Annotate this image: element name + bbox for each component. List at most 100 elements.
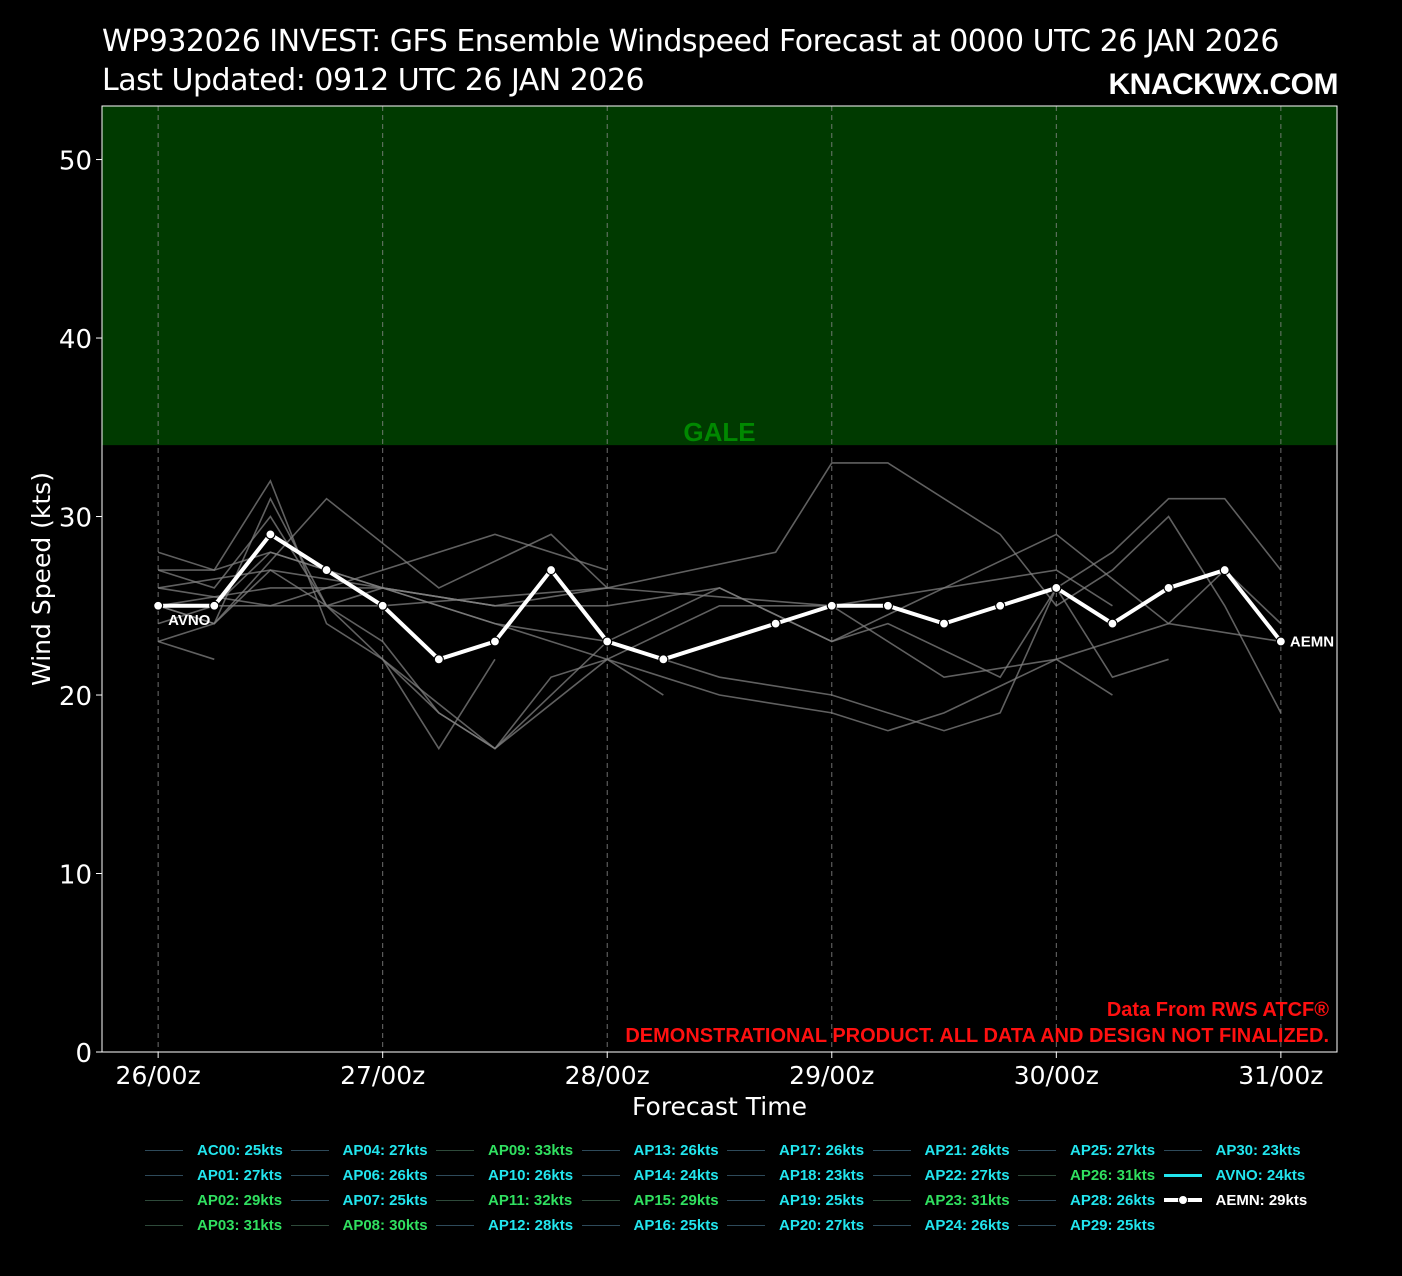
legend-label: AP25: 27kts	[1070, 1141, 1156, 1159]
legend-swatch	[872, 1149, 911, 1151]
data-source-note: Data From RWS ATCF®	[1107, 999, 1329, 1021]
mean-point	[602, 636, 613, 647]
legend-item: AP12: 28kts	[436, 1214, 573, 1236]
legend-swatch	[1163, 1149, 1202, 1151]
x-tick-label: 28/00z	[565, 1061, 650, 1090]
x-tick-label: 26/00z	[116, 1061, 201, 1090]
legend-swatch	[290, 1224, 329, 1226]
member-line	[158, 569, 1113, 607]
legend-label: AVNO: 24kts	[1215, 1166, 1306, 1184]
disclaimer-note: DEMONSTRATIONAL PRODUCT. ALL DATA AND DE…	[625, 1025, 1329, 1047]
legend-item: AP18: 23kts	[727, 1164, 864, 1186]
legend-item: AVNO: 24kts	[1163, 1164, 1306, 1186]
legend-swatch	[581, 1199, 620, 1201]
legend-item: AP15: 29kts	[581, 1189, 719, 1211]
legend-swatch	[436, 1199, 474, 1201]
legend-label: AP19: 25kts	[779, 1191, 865, 1209]
legend-swatch	[581, 1149, 620, 1151]
legend-swatch	[872, 1174, 911, 1176]
mean-point	[1219, 564, 1230, 576]
legend-label: AP13: 26kts	[633, 1141, 719, 1159]
legend-swatch	[1018, 1224, 1056, 1226]
mean-point	[1107, 618, 1118, 629]
legend-swatch	[727, 1149, 765, 1151]
legend-item: AP21: 26kts	[872, 1139, 1010, 1161]
legend-item: AP01: 27kts	[145, 1164, 282, 1186]
legend-label: AP10: 26kts	[488, 1166, 574, 1184]
y-tick-label: 20	[59, 682, 92, 712]
legend-item: AP09: 33kts	[436, 1139, 573, 1161]
mean-point	[1163, 582, 1174, 594]
legend-item: AP28: 26kts	[1018, 1189, 1155, 1211]
mean-point	[882, 600, 894, 611]
legend-label: AP23: 31kts	[924, 1191, 1010, 1209]
legend-item: AP03: 31kts	[145, 1214, 282, 1236]
legend-swatch	[1018, 1149, 1056, 1151]
mean-point	[545, 564, 557, 576]
mean-point	[209, 600, 220, 611]
legend-item: AP30: 23kts	[1163, 1139, 1301, 1161]
legend-swatch	[145, 1199, 183, 1201]
legend-label: AP09: 33kts	[488, 1141, 574, 1159]
legend-label: AP30: 23kts	[1215, 1141, 1301, 1159]
legend-swatch	[436, 1224, 474, 1226]
legend-label: AP02: 29kts	[197, 1191, 283, 1209]
legend-label: AP11: 32kts	[488, 1191, 573, 1209]
plot-frame	[101, 105, 1338, 1053]
legend-swatch	[436, 1174, 474, 1176]
legend-item: AP02: 29kts	[145, 1189, 282, 1211]
x-tick-label: 31/00z	[1238, 1061, 1323, 1090]
last-updated: Last Updated: 0912 UTC 26 JAN 2026	[102, 63, 645, 98]
legend-swatch	[145, 1174, 183, 1176]
legend-swatch	[290, 1174, 329, 1176]
legend-label: AP01: 27kts	[197, 1166, 283, 1184]
legend-label: AP22: 27kts	[924, 1166, 1010, 1184]
legend-swatch	[1018, 1174, 1056, 1176]
y-tick-label: 50	[59, 147, 92, 177]
legend-swatch	[290, 1149, 329, 1151]
legend-label: AP06: 26kts	[342, 1166, 428, 1184]
legend-item: AP04: 27kts	[290, 1139, 428, 1161]
start-series-label: AVNO	[168, 612, 211, 629]
legend-item: AP29: 25kts	[1018, 1214, 1155, 1236]
legend-item: AP08: 30kts	[290, 1214, 428, 1236]
legend-item: AP11: 32kts	[436, 1189, 572, 1211]
legend-swatch	[1018, 1199, 1056, 1201]
legend-swatch	[145, 1224, 183, 1226]
y-axis-label: Wind Speed (kts)	[27, 472, 56, 686]
member-line	[157, 479, 1281, 750]
y-tick-label: 40	[59, 325, 92, 355]
x-tick-label: 30/00z	[1014, 1061, 1099, 1090]
legend-item: AP17: 26kts	[727, 1139, 864, 1161]
legend: AC00: 25kts AP01: 27kts AP02: 29kts AP03: 3…	[140, 1139, 1340, 1249]
legend-item: AP19: 25kts	[727, 1189, 864, 1211]
member-line	[157, 640, 215, 661]
legend-swatch	[872, 1199, 911, 1201]
x-tick-label: 29/00z	[789, 1061, 874, 1090]
mean-point	[489, 636, 501, 647]
legend-swatch	[727, 1174, 765, 1176]
end-series-label: AEMN	[1290, 633, 1334, 650]
legend-label: AP07: 25kts	[342, 1191, 428, 1209]
legend-item: AP26: 31kts	[1018, 1164, 1155, 1186]
legend-label: AP24: 26kts	[924, 1216, 1010, 1234]
legend-item: AP24: 26kts	[872, 1214, 1010, 1236]
gale-label: GALE	[683, 417, 755, 447]
legend-label: AP26: 31kts	[1070, 1166, 1156, 1184]
legend-item: AP20: 27kts	[727, 1214, 864, 1236]
member-line	[158, 533, 608, 607]
legend-swatch	[145, 1149, 183, 1151]
legend-item: AP23: 31kts	[872, 1189, 1010, 1211]
legend-swatch	[290, 1199, 329, 1201]
y-tick-label: 0	[75, 1039, 92, 1069]
legend-item: AEMN: 29kts	[1163, 1189, 1307, 1211]
legend-item: AC00: 25kts	[145, 1139, 283, 1161]
member-line	[382, 658, 1113, 750]
mean-point	[770, 618, 781, 629]
mean-point	[433, 654, 444, 665]
legend-swatch	[1163, 1173, 1202, 1177]
legend-item: AP25: 27kts	[1018, 1139, 1155, 1161]
member-line	[157, 462, 1282, 714]
member-line	[158, 533, 1282, 643]
